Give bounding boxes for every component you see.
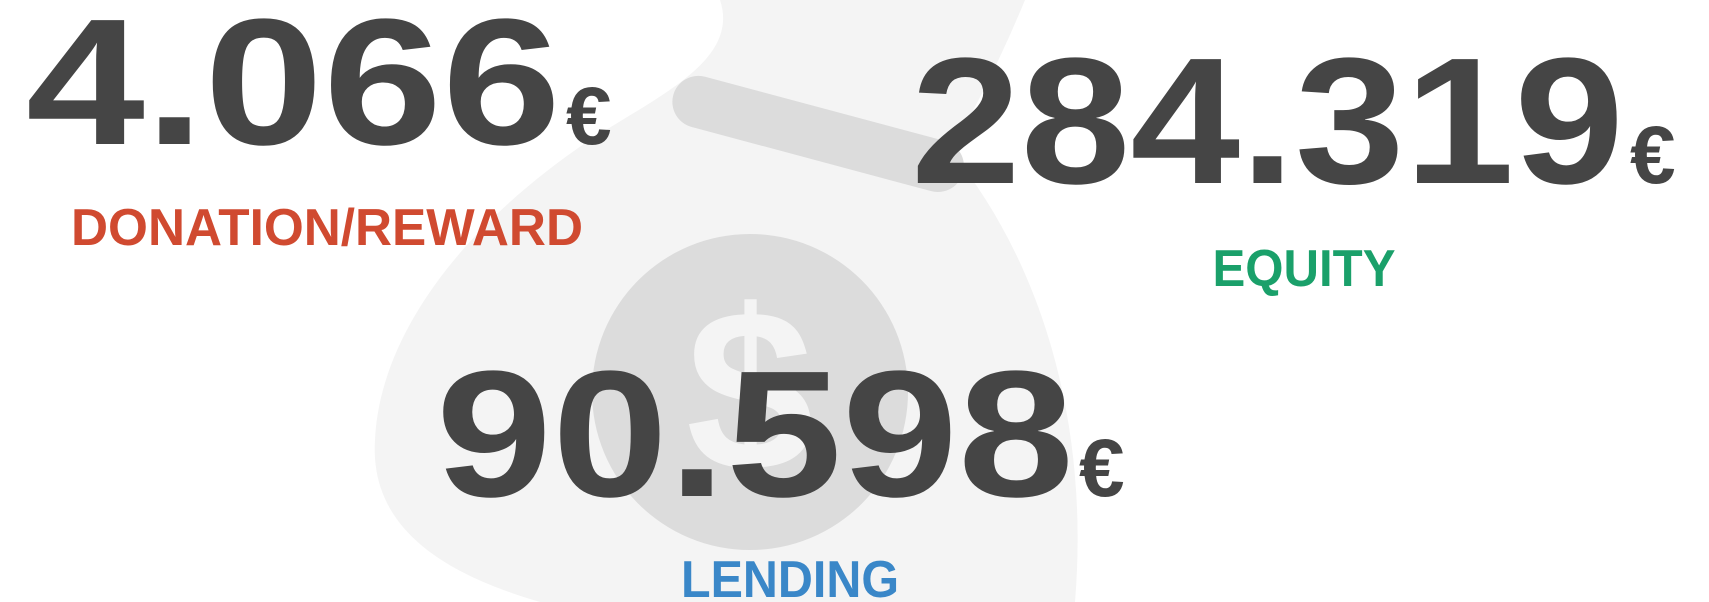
amount: 90.598 bbox=[436, 334, 1074, 535]
currency: € bbox=[1079, 423, 1125, 514]
money-bag-illustration: $ bbox=[374, 0, 1078, 602]
amount: 284.319 bbox=[911, 21, 1624, 222]
category-label: LENDING bbox=[681, 551, 899, 602]
currency: € bbox=[1630, 110, 1676, 201]
coin-symbol: $ bbox=[686, 262, 814, 519]
category-label: DONATION/REWARD bbox=[71, 199, 583, 257]
coin bbox=[592, 234, 908, 550]
currency: € bbox=[566, 71, 612, 162]
bag-strap bbox=[672, 75, 964, 193]
amount: 4.066 bbox=[26, 0, 561, 183]
category-label: EQUITY bbox=[1213, 240, 1396, 298]
